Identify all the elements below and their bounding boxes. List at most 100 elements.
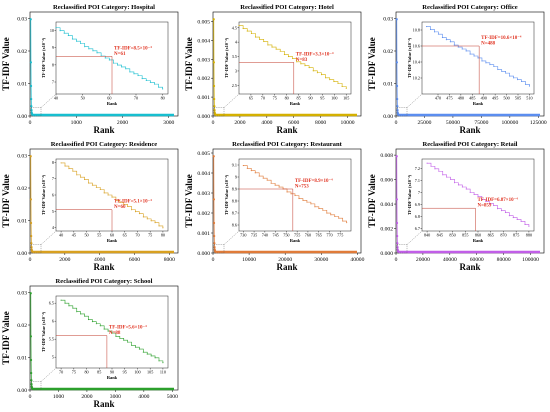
inset-data-point — [121, 66, 123, 68]
x-tick-label: 6000 — [129, 257, 140, 263]
inset-x-tick-label: 730 — [240, 233, 246, 238]
x-tick-label: 100000 — [522, 257, 539, 263]
inset-data-point — [138, 213, 140, 215]
data-point — [213, 242, 216, 245]
inset-data-point — [246, 167, 248, 169]
inset-x-label: Rank — [473, 238, 484, 243]
inset-data-point — [298, 198, 300, 200]
x-tick-label: 60000 — [470, 257, 484, 263]
inset-x-tick-label: 865 — [488, 233, 494, 238]
y-tick-label: 0.002 — [197, 211, 210, 217]
x-tick-label: 125000 — [530, 120, 547, 126]
zoom-region — [213, 107, 225, 117]
inset-x-tick-label: 485 — [469, 96, 475, 101]
inset-data-point — [88, 48, 90, 50]
inset-data-point — [426, 162, 428, 164]
x-axis-label: Rank — [93, 125, 114, 135]
inset-data-point — [254, 172, 256, 174]
inset-data-point — [461, 48, 463, 50]
inset-data-point — [111, 196, 113, 198]
inset-x-tick-label: 60 — [110, 233, 114, 238]
x-tick-label: 1000 — [53, 394, 64, 400]
panel-3: Reclassified POI Category: Office 0.00 0.0… — [367, 4, 547, 135]
inset-y-tick-label: 9.1 — [232, 163, 237, 168]
inset-data-point — [142, 216, 144, 218]
inset-data-point — [138, 348, 140, 350]
inset-x-tick-label: 505 — [515, 96, 521, 101]
inset-x-tick-label: 40 — [59, 233, 63, 238]
inset-data-point — [287, 56, 290, 58]
inset-x-label: Rank — [107, 101, 118, 106]
y-tick-label: 0.03 — [17, 17, 27, 23]
y-tick-label: 0.000 — [197, 114, 210, 120]
inset-data-point — [312, 70, 314, 72]
y-tick-label: 0.000 — [197, 251, 210, 257]
data-point — [212, 61, 215, 64]
inset-data-point — [430, 165, 432, 167]
data-point — [31, 387, 34, 391]
y-tick-label: 0.03 — [17, 291, 27, 297]
x-tick-label: 10000 — [242, 257, 256, 263]
inset-data-point — [473, 55, 475, 57]
zoom-region — [396, 244, 408, 254]
inset-data-point — [64, 302, 66, 304]
data-point — [395, 84, 399, 88]
threshold-label: TF-IDF=5.1×10⁻⁴ — [114, 199, 152, 205]
y-tick-label: 0.03 — [17, 154, 27, 160]
inset-data-point — [524, 223, 526, 225]
threshold-label: TF-IDF=3.3×10⁻⁴ — [296, 51, 334, 57]
inset-data-point — [267, 44, 269, 46]
panel-6: Reclassified POI Category: Retail 0.000 0.… — [367, 141, 545, 272]
data-point — [396, 97, 399, 101]
inset-data-point — [115, 335, 117, 337]
inset-data-point — [72, 170, 74, 172]
inset-y-tick-label: 8.6 — [232, 223, 237, 228]
inset-data-point — [334, 215, 336, 218]
inset-data-point — [465, 50, 467, 52]
x-tick-label: 3000 — [110, 394, 121, 400]
y-tick-label: 0.01 — [17, 82, 27, 88]
data-point — [29, 335, 32, 338]
data-point — [212, 18, 215, 21]
inset-data-point — [308, 67, 310, 69]
y-tick-label: 0.005 — [197, 151, 210, 157]
series-line — [213, 19, 216, 116]
inset-data-point — [154, 357, 156, 359]
data-point — [397, 250, 400, 254]
y-tick-label: 0.003 — [197, 57, 210, 63]
inset-data-point — [333, 80, 335, 83]
inset-data-point — [270, 182, 272, 184]
inset-data-point — [338, 217, 340, 219]
inset-data-point — [442, 174, 444, 176]
inset-data-point — [76, 311, 78, 313]
inset-data-point — [254, 36, 257, 38]
inset-x-tick-label: 850 — [449, 233, 455, 238]
inset-x-tick-label: 70 — [134, 96, 138, 101]
inset-data-point — [302, 199, 304, 201]
inset-y-tick-label: 6 — [52, 193, 54, 198]
x-tick-label: 3000 — [163, 120, 174, 126]
inset-frame — [238, 21, 352, 95]
inset-x-tick-label: 770 — [326, 233, 332, 238]
inset-y-tick-label: 9 — [52, 45, 54, 50]
inset-data-point — [341, 85, 343, 88]
inset-x-tick-label: 95 — [320, 96, 324, 101]
inset-data-point — [509, 75, 511, 77]
inset-x-tick-label: 75 — [273, 96, 277, 101]
inset-x-tick-label: 760 — [305, 233, 311, 238]
panel-title: Reclassified POI Category: Hotel — [240, 4, 334, 11]
inset-x-tick-label: 480 — [458, 96, 464, 101]
inset-data-point — [104, 57, 106, 59]
x-axis-label: Rank — [276, 262, 297, 272]
x-tick-label: 8000 — [164, 257, 175, 263]
y-tick-label: 0.00 — [17, 388, 27, 394]
inset-x-tick-label: 490 — [481, 96, 487, 101]
x-tick-label: 5000 — [167, 394, 178, 400]
inset-data-point — [259, 38, 261, 40]
threshold-n-label: N=859 — [477, 204, 491, 209]
inset-data-point — [127, 341, 129, 343]
inset-data-point — [119, 201, 121, 204]
inset-data-point — [95, 186, 97, 188]
inset-data-point — [134, 346, 137, 348]
y-tick-label: 0.000 — [380, 251, 393, 257]
